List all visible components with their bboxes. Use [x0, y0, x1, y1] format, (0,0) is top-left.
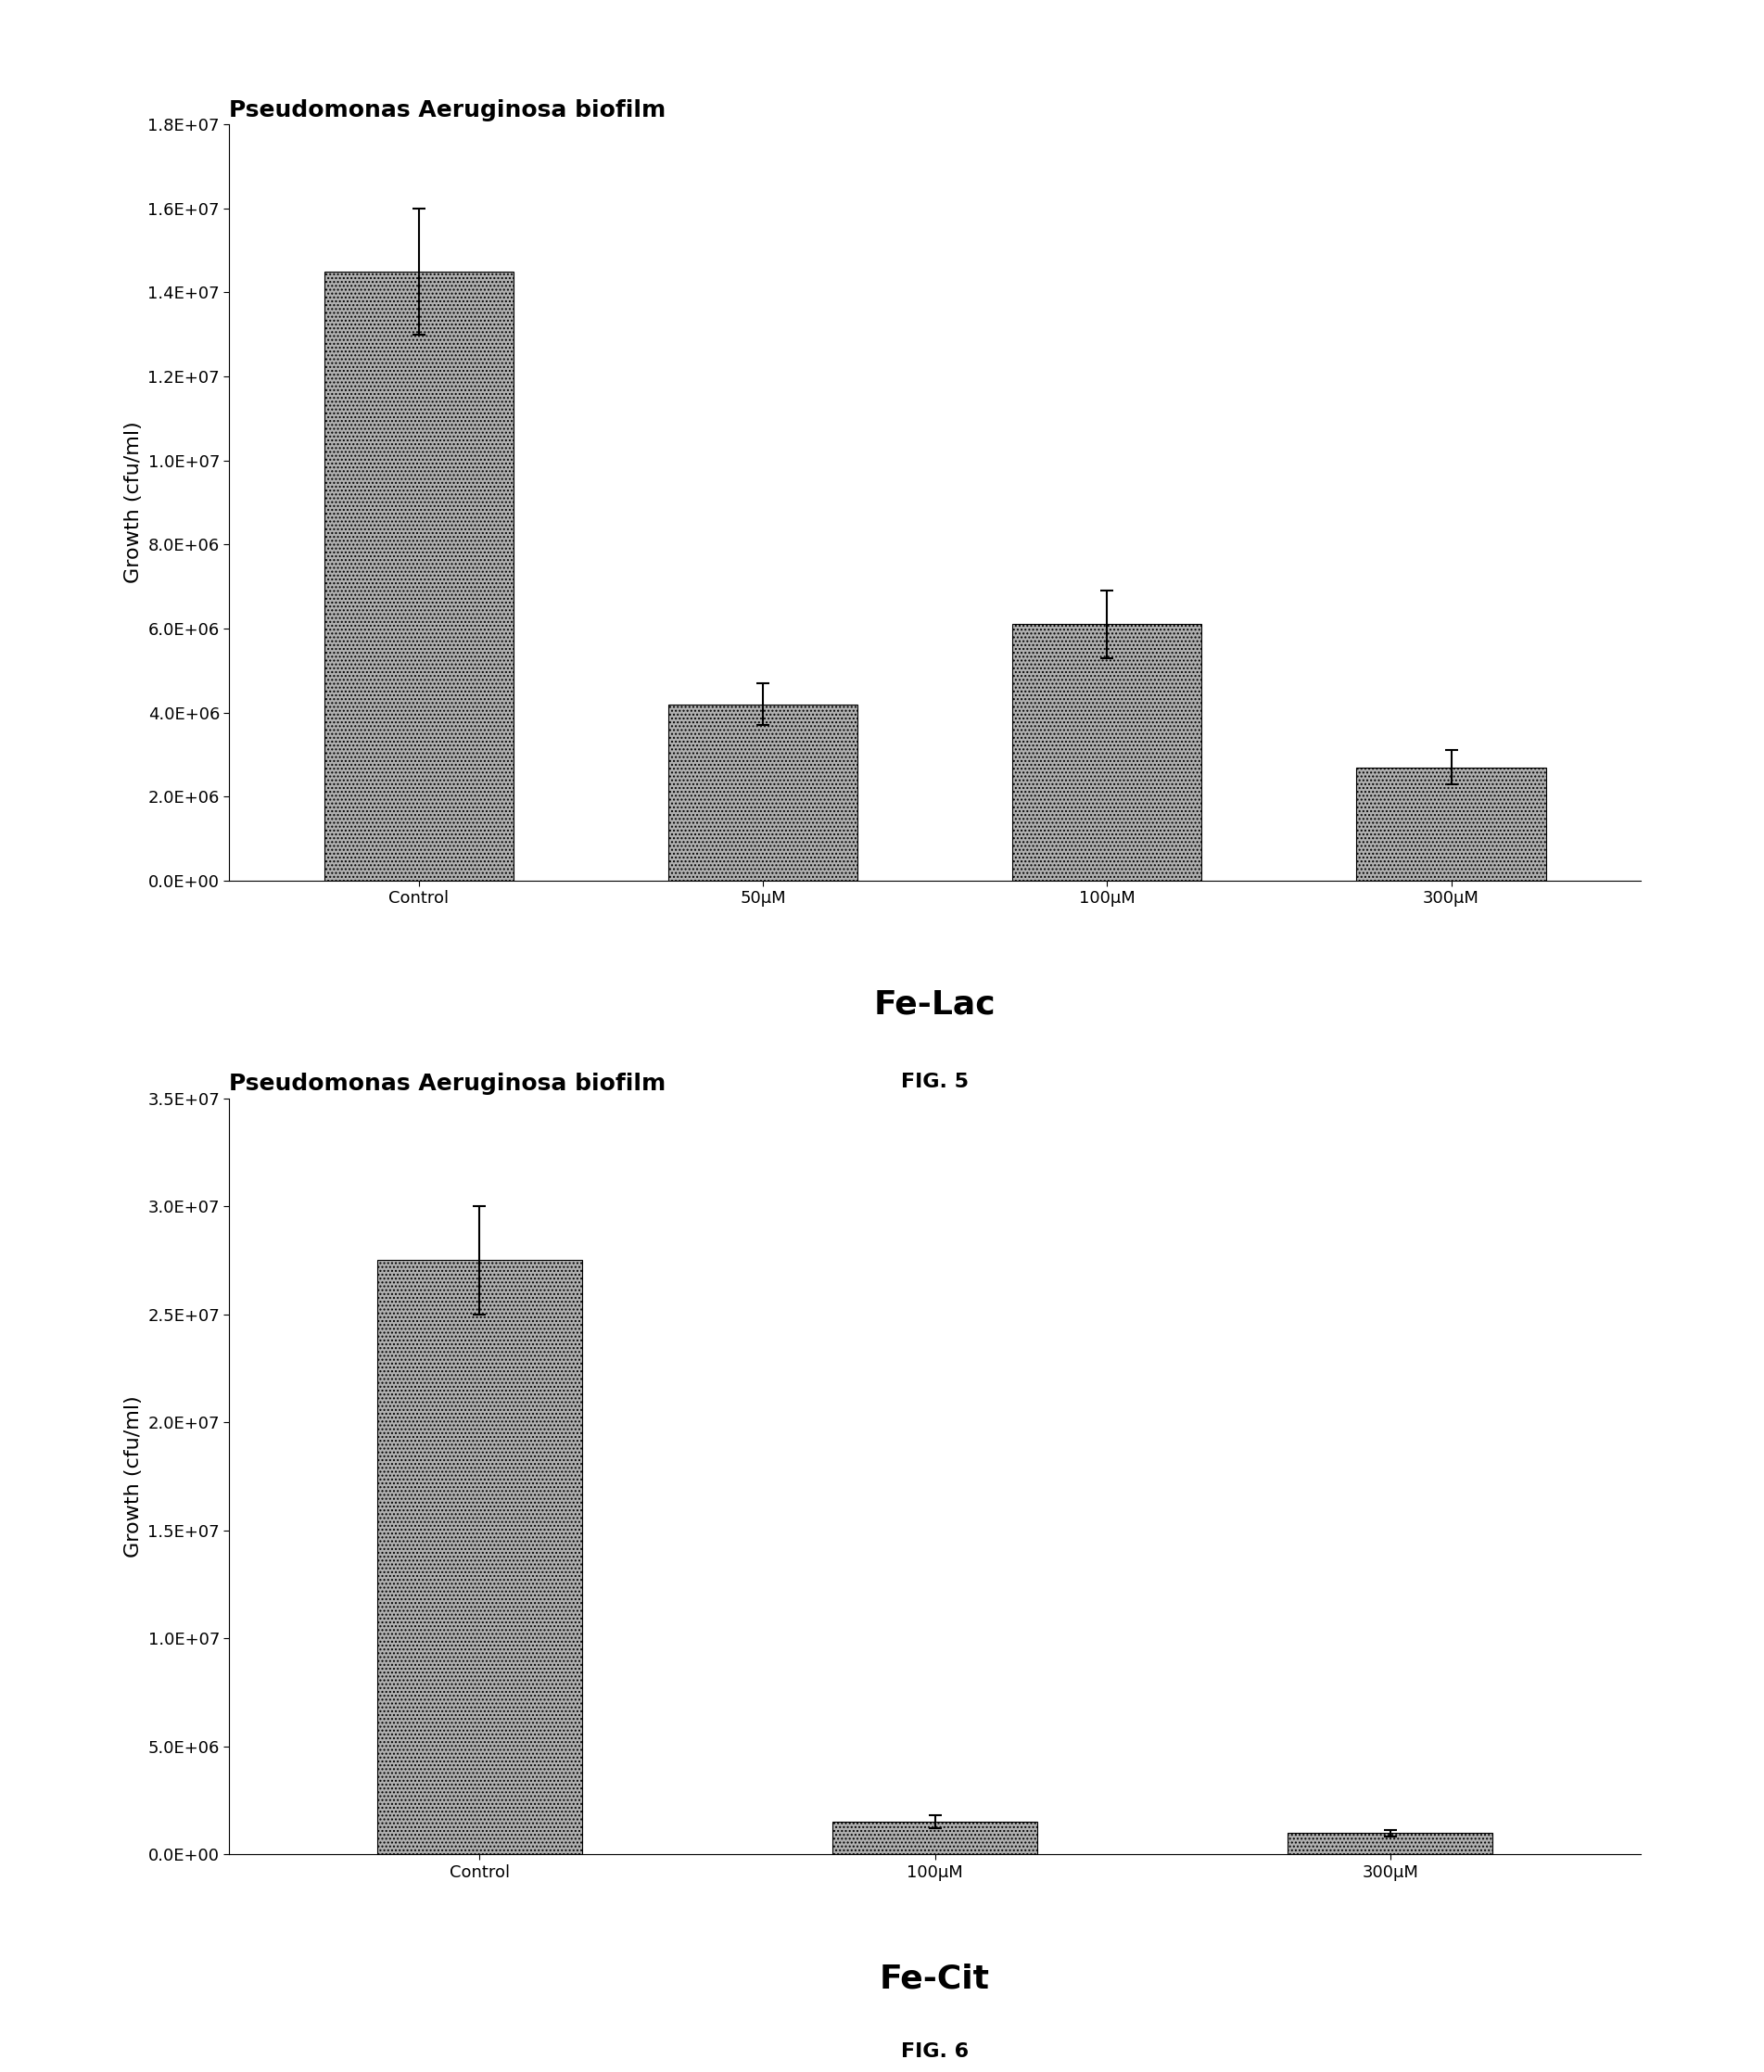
Y-axis label: Growth (cfu/ml): Growth (cfu/ml): [123, 421, 143, 584]
Text: Pseudomonas Aeruginosa biofilm: Pseudomonas Aeruginosa biofilm: [229, 99, 667, 122]
Bar: [833, 1821, 1037, 1854]
Text: FIG. 6: FIG. 6: [901, 2043, 968, 2060]
Bar: [325, 271, 513, 881]
Bar: [377, 1260, 582, 1854]
Bar: [1288, 1834, 1492, 1854]
Bar: [1357, 767, 1545, 881]
Bar: [669, 704, 857, 881]
Text: FIG. 5: FIG. 5: [901, 1073, 968, 1090]
Text: Pseudomonas Aeruginosa biofilm: Pseudomonas Aeruginosa biofilm: [229, 1073, 667, 1096]
Text: Fe-Cit: Fe-Cit: [880, 1962, 990, 1995]
Bar: [1013, 624, 1201, 881]
Y-axis label: Growth (cfu/ml): Growth (cfu/ml): [123, 1394, 143, 1558]
Text: Fe-Lac: Fe-Lac: [873, 988, 997, 1021]
